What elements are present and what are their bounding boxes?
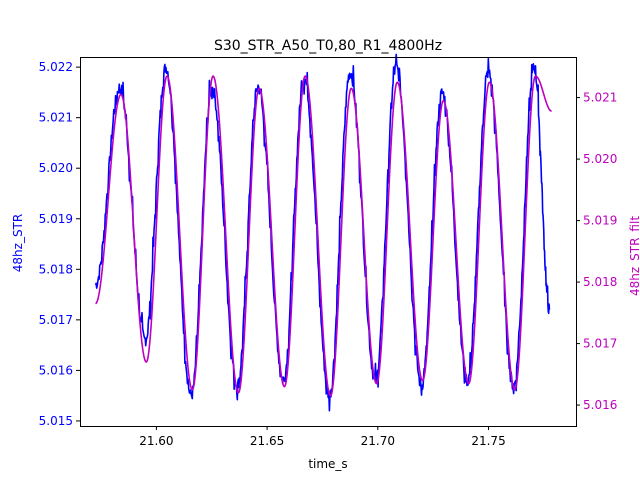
raw-series-line (94, 53, 551, 412)
left-y-tick-label: 5.021 (39, 111, 73, 125)
right-y-tick-label: 5.021 (583, 91, 617, 105)
x-tick-label: 21.70 (361, 434, 395, 448)
x-tick-label: 21.75 (471, 434, 505, 448)
filtered-series-line-group (95, 75, 553, 397)
x-tick-label: 21.65 (250, 434, 284, 448)
right-y-tick-label: 5.017 (583, 337, 617, 351)
x-tick-label: 21.60 (139, 434, 173, 448)
left-y-tick-label: 5.019 (39, 212, 73, 226)
left-y-axis-ticks: 5.015 5.016 5.017 5.018 5.019 5.020 5.021 5.022 (39, 60, 80, 428)
right-y-axis-ticks: 5.016 5.017 5.018 5.019 5.020 5.021 (576, 91, 617, 412)
x-axis-label: time_s (308, 457, 347, 471)
right-y-tick-label: 5.019 (583, 214, 617, 228)
left-y-tick-label: 5.015 (39, 414, 73, 428)
left-y-tick-label: 5.016 (39, 363, 73, 377)
left-y-tick-label: 5.022 (39, 60, 73, 74)
left-y-tick-label: 5.018 (39, 262, 73, 276)
chart-title: S30_STR_A50_T0,80_R1_4800Hz (214, 38, 442, 54)
x-axis-ticks: 21.60 21.65 21.70 21.75 (139, 426, 506, 448)
left-y-tick-label: 5.020 (39, 161, 73, 175)
left-y-axis-label: 48hz_STR (11, 214, 25, 272)
right-y-axis-label: 48hz_STR_filt (628, 216, 640, 296)
plot-frame (80, 57, 577, 427)
left-y-tick-label: 5.017 (39, 313, 73, 327)
right-y-tick-label: 5.018 (583, 275, 617, 289)
raw-series-line-group (94, 53, 551, 412)
right-y-tick-label: 5.020 (583, 152, 617, 166)
filtered-series-line (95, 75, 553, 397)
right-y-tick-label: 5.016 (583, 398, 617, 412)
